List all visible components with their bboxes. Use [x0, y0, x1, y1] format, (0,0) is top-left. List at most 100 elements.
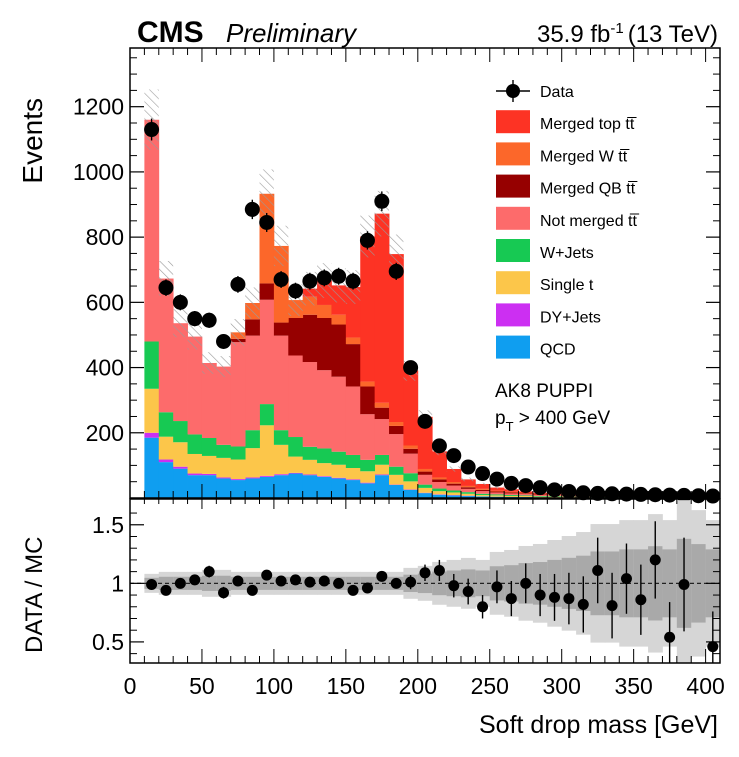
bar	[432, 451, 447, 478]
ratio-point	[549, 591, 561, 603]
ratio-point	[620, 573, 632, 585]
bar	[216, 477, 232, 479]
bar	[345, 468, 361, 480]
bar	[331, 314, 347, 325]
bar	[331, 464, 347, 478]
bar	[302, 362, 318, 447]
bar	[288, 456, 304, 473]
lumi-exp: -1	[610, 20, 623, 37]
bar	[288, 437, 304, 457]
y-tick-label: 800	[86, 224, 124, 250]
bar	[389, 466, 404, 475]
annotation-line1: AK8 PUPPI	[495, 381, 593, 402]
legend-entry: Data	[496, 80, 574, 102]
stack-series-merged-qb-tt	[230, 283, 678, 497]
hatch-rect	[230, 319, 246, 346]
bar	[446, 468, 462, 483]
data-point	[518, 478, 534, 494]
bar	[317, 476, 332, 498]
bar	[475, 491, 491, 494]
stack-series-dy-jets	[144, 432, 476, 497]
bar	[360, 471, 376, 483]
ratio-point	[433, 564, 445, 576]
bar	[403, 453, 419, 474]
ratio-point	[419, 567, 431, 579]
legend-entry: W+Jets	[496, 239, 594, 262]
bar	[374, 454, 390, 465]
data-point	[460, 459, 476, 475]
bar	[158, 436, 174, 460]
bar	[216, 366, 232, 445]
bar	[460, 485, 476, 488]
y-tick-label: 600	[86, 289, 124, 315]
bar	[273, 335, 289, 431]
legend-label: Merged top tt̅	[540, 116, 637, 133]
data-point	[172, 294, 188, 310]
data-point	[187, 311, 203, 327]
hatch-rect	[245, 287, 260, 319]
bar	[374, 464, 390, 475]
ratio-point	[462, 586, 474, 598]
bar	[389, 254, 404, 423]
bar	[273, 444, 289, 475]
bar	[504, 493, 519, 496]
bar	[201, 363, 217, 438]
bar	[230, 459, 246, 480]
bar	[489, 495, 505, 497]
stack-series-merged-top-tt	[302, 213, 721, 497]
hatch-rect	[475, 482, 490, 486]
data-point	[489, 471, 505, 487]
ratio-point	[448, 580, 460, 592]
data-point	[417, 413, 433, 429]
bar	[302, 446, 318, 460]
data-point	[662, 487, 678, 503]
bar	[446, 490, 462, 493]
bar	[360, 386, 376, 415]
data-point	[705, 488, 721, 504]
x-tick-label: 0	[124, 673, 137, 699]
x-tick-label: 100	[255, 673, 293, 699]
bar	[173, 442, 188, 467]
bar	[489, 490, 505, 492]
bar	[504, 491, 519, 493]
bar	[432, 482, 447, 489]
bar	[460, 479, 476, 486]
bar	[273, 430, 289, 445]
legend-data-marker	[506, 84, 520, 98]
data-point	[244, 201, 260, 217]
legend-swatch	[496, 303, 530, 327]
legend: Data Merged top tt̅ Merged W tt̅ Merged QB …	[496, 80, 640, 359]
bar	[389, 422, 404, 426]
bar	[489, 494, 505, 496]
data-point	[575, 485, 591, 501]
bar	[489, 492, 505, 495]
x-tick-label: 350	[614, 673, 652, 699]
bar	[403, 370, 419, 446]
x-tick-label: 300	[543, 673, 581, 699]
bar	[374, 474, 390, 476]
bar	[460, 488, 476, 493]
bar	[245, 430, 260, 449]
bar	[432, 477, 447, 480]
bar	[518, 494, 534, 496]
bar	[158, 459, 174, 463]
bar	[432, 494, 447, 498]
bar	[158, 412, 174, 437]
hatch-rect	[187, 323, 202, 350]
data-point	[302, 273, 318, 289]
bar	[230, 342, 246, 447]
data-point	[690, 488, 706, 504]
lumi-label: 35.9 fb-1 (13 TeV)	[537, 20, 718, 48]
legend-label: Merged W tt̅	[540, 148, 630, 165]
bar	[273, 474, 289, 476]
data-point	[216, 333, 232, 349]
bar	[389, 434, 404, 467]
bar	[245, 319, 260, 336]
ratio-point	[678, 579, 690, 591]
ratio-y-tick-label: 1.5	[92, 512, 124, 538]
ratio-point	[275, 575, 287, 587]
hatch-rect	[389, 234, 404, 274]
ratio-point	[577, 598, 589, 610]
bar	[374, 402, 390, 408]
